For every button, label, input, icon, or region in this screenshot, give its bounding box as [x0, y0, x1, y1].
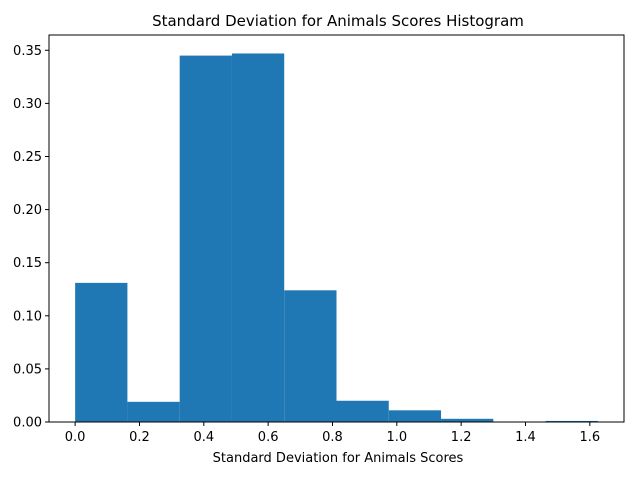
x-tick-label: 0.0	[65, 430, 86, 445]
x-axis-label: Standard Deviation for Animals Scores	[213, 451, 464, 466]
y-tick-label: 0.00	[13, 416, 42, 431]
y-tick-label: 0.10	[13, 309, 42, 324]
chart-title: Standard Deviation for Animals Scores Hi…	[152, 12, 524, 30]
histogram-bar	[179, 55, 232, 422]
y-tick-label: 0.05	[13, 362, 42, 377]
x-tick-label: 1.4	[515, 430, 536, 445]
bars-group	[75, 53, 598, 422]
x-tick-label: 0.4	[193, 430, 214, 445]
x-tick-label: 1.6	[579, 430, 600, 445]
y-tick-label: 0.35	[13, 44, 42, 59]
histogram-bar	[127, 401, 180, 422]
y-tick-label: 0.30	[13, 97, 42, 112]
histogram-bar	[284, 290, 337, 422]
x-tick-label: 0.2	[129, 430, 150, 445]
y-tick-label: 0.15	[13, 256, 42, 271]
histogram-bar	[441, 418, 494, 422]
y-axis-ticks: 0.00 0.05 0.10 0.15 0.20 0.25 0.30 0.35	[13, 44, 49, 431]
histogram-bar	[231, 53, 285, 422]
x-tick-label: 0.6	[258, 430, 279, 445]
histogram-bar	[388, 410, 442, 422]
histogram-bar	[545, 420, 598, 422]
x-tick-label: 1.0	[386, 430, 407, 445]
histogram-bar	[336, 400, 389, 422]
x-tick-label: 1.2	[451, 430, 472, 445]
x-axis-ticks: 0.0 0.2 0.4 0.6 0.8 1.0 1.2 1.4 1.6	[65, 422, 600, 445]
y-tick-label: 0.25	[13, 150, 42, 165]
histogram-bar	[75, 282, 128, 422]
plot-frame	[48, 34, 625, 423]
y-tick-label: 0.20	[13, 203, 42, 218]
x-tick-label: 0.8	[322, 430, 343, 445]
